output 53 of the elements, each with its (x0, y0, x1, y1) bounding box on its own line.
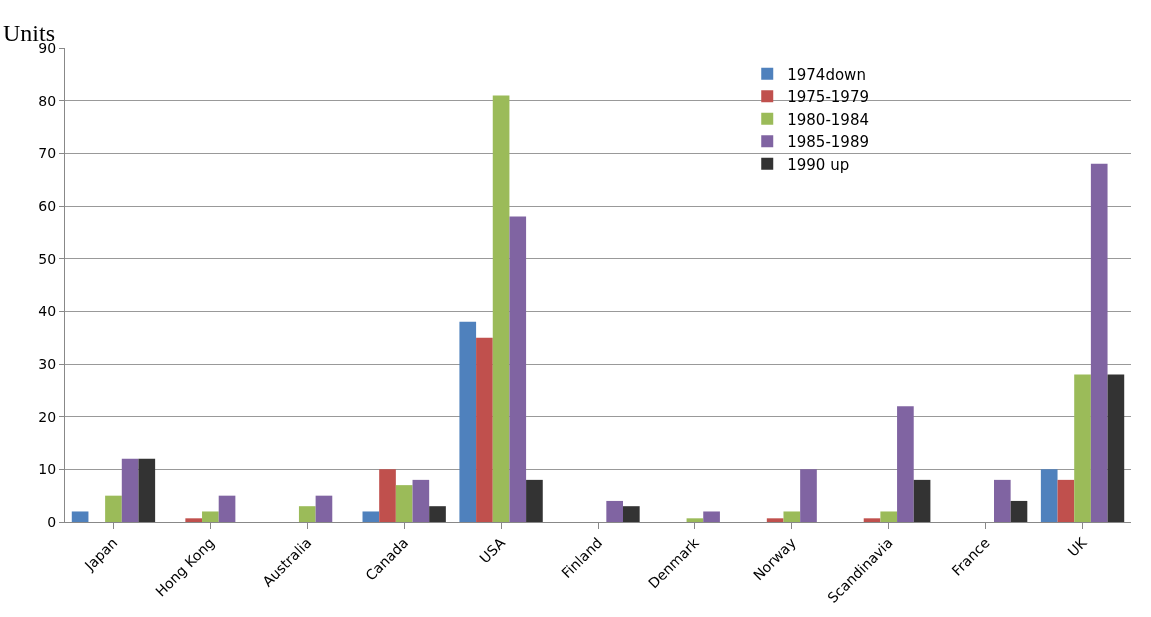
bar (606, 500, 623, 522)
bar (202, 511, 219, 522)
bar (459, 321, 477, 522)
bar (800, 469, 817, 522)
bar (526, 479, 543, 522)
y-tick-label: 40 (38, 303, 57, 320)
bar (138, 458, 156, 522)
y-tick-label: 20 (38, 408, 57, 425)
bar (880, 511, 898, 522)
bar (703, 511, 720, 522)
y-tick-label: 80 (38, 92, 57, 109)
bar (429, 506, 446, 522)
bar (509, 216, 527, 522)
bar (362, 511, 380, 522)
bar (863, 518, 881, 522)
bar (71, 511, 89, 522)
bar (897, 406, 914, 522)
legend-label: 1980-1984 (787, 110, 870, 129)
y-tick-label: 30 (38, 355, 57, 372)
legend-label: 1990 up (787, 155, 850, 174)
bar (993, 479, 1011, 522)
legend-label: 1974down (787, 65, 866, 84)
bar (379, 469, 396, 522)
y-tick-label: 70 (38, 145, 57, 162)
legend-label: 1975-1979 (787, 88, 870, 107)
x-tick-label: USA (476, 534, 509, 567)
bar (298, 506, 316, 522)
bar (121, 458, 139, 522)
bar (476, 337, 493, 522)
bar (1057, 479, 1075, 522)
y-tick-label: 10 (38, 461, 57, 478)
bar (218, 495, 236, 522)
bar (105, 495, 122, 522)
bar (783, 511, 801, 522)
bar (686, 518, 704, 522)
y-tick-label: 0 (47, 513, 57, 530)
bar (1074, 374, 1091, 522)
x-tick-label: UK (1064, 533, 1091, 560)
bar (766, 518, 784, 522)
bar (1090, 163, 1108, 522)
bar (1010, 500, 1028, 522)
y-tick-label: 60 (38, 197, 57, 214)
bar (315, 495, 333, 522)
y-tick-label: 50 (38, 250, 57, 267)
bar (395, 485, 413, 522)
bar (623, 506, 640, 522)
bar (185, 518, 203, 522)
bar (412, 479, 430, 522)
bar (492, 95, 510, 522)
bar (1040, 469, 1058, 522)
legend-label: 1985-1989 (787, 133, 870, 152)
bar (913, 479, 931, 522)
bar (1107, 374, 1125, 522)
